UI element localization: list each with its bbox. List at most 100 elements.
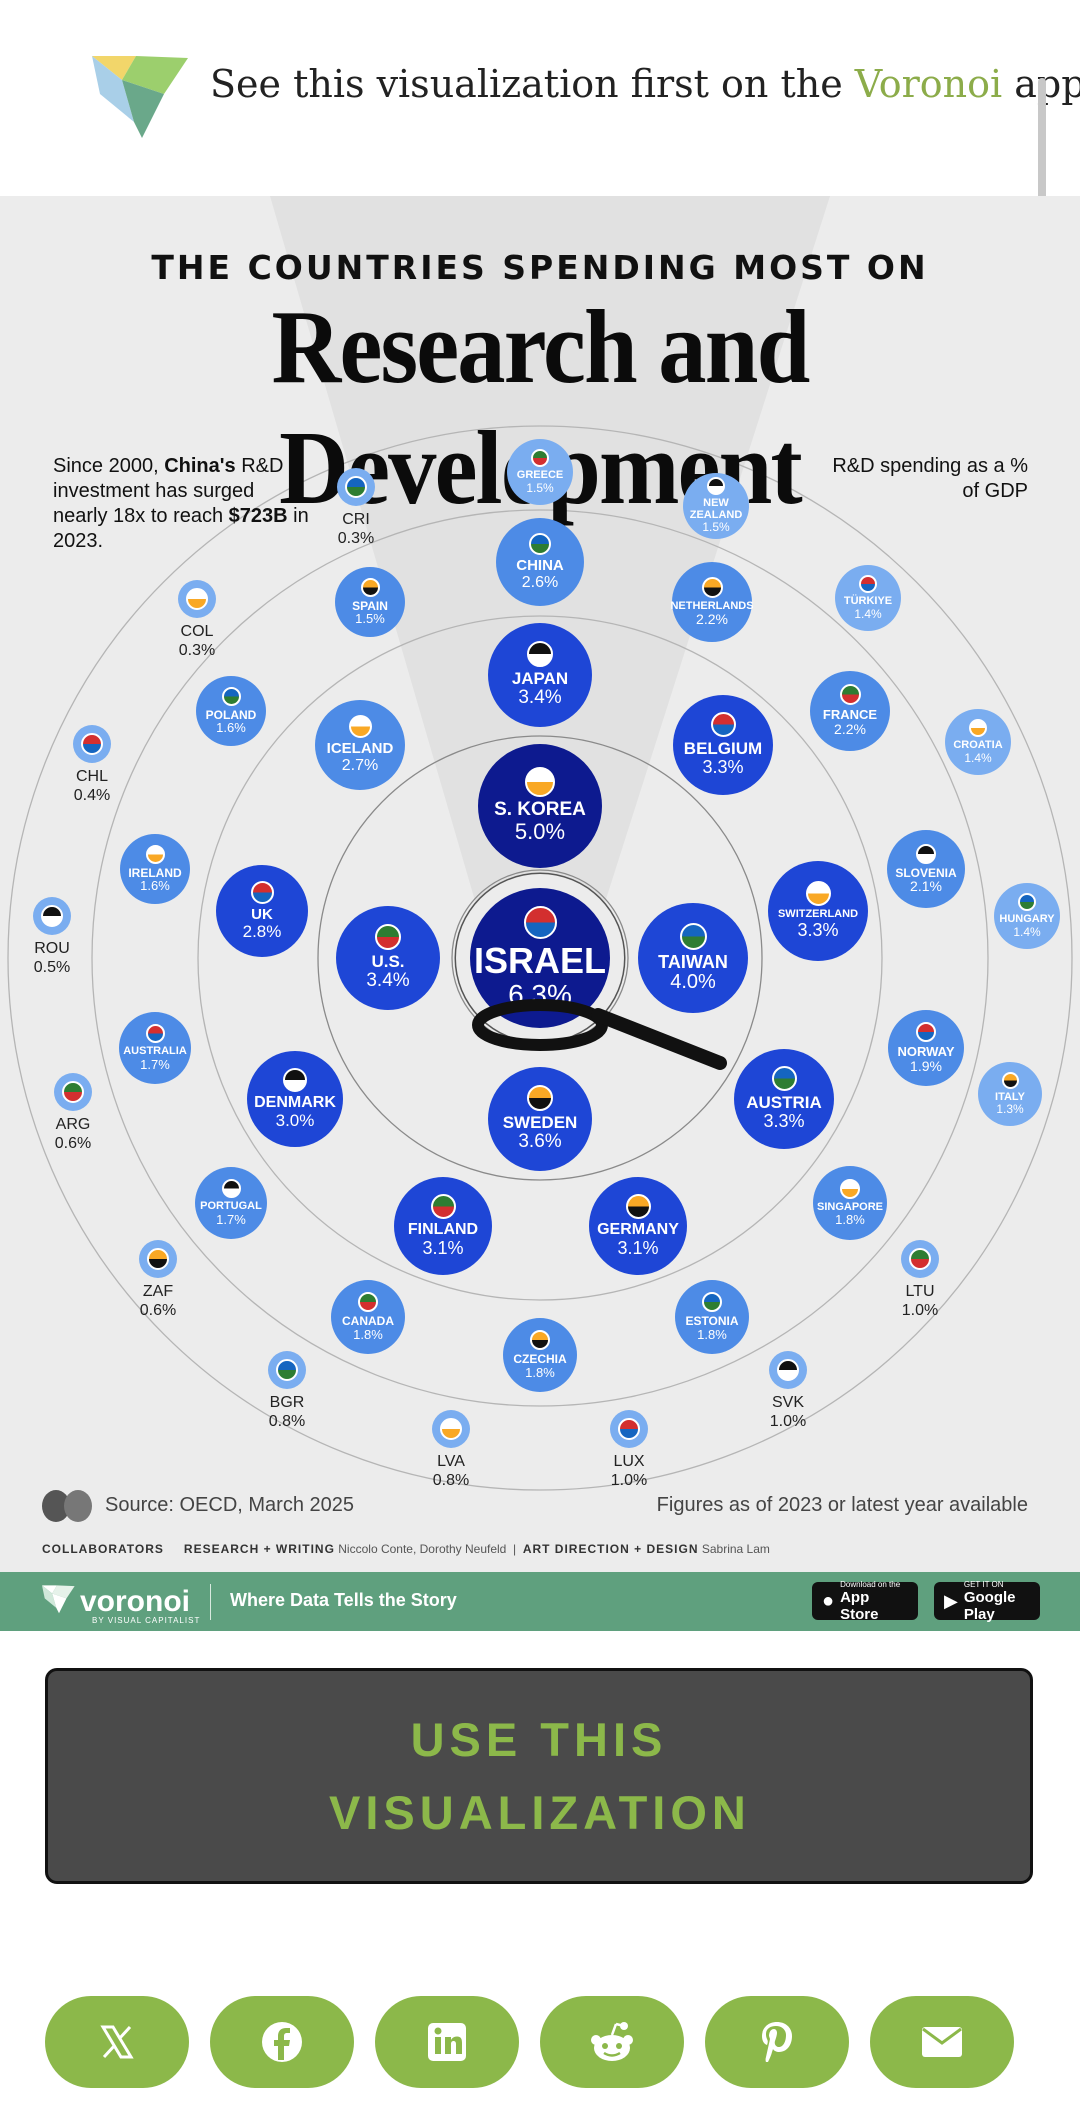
flag-cri-icon: [345, 476, 367, 498]
bubble-japan: JAPAN 3.4%: [488, 623, 592, 727]
share-reddit-button[interactable]: [540, 1996, 684, 2088]
bubble-taiwan: TAIWAN 4.0%: [638, 903, 748, 1013]
country-name: ISRAEL: [473, 939, 606, 981]
share-linkedin-button[interactable]: [375, 1996, 519, 2088]
country-name: UK: [251, 905, 273, 923]
country-value: 0.3%: [178, 642, 216, 659]
bubble-austria: AUSTRIA 3.3%: [734, 1049, 834, 1149]
country-value: 4.0%: [670, 971, 716, 994]
flag-taiwan-icon: [679, 922, 707, 950]
voronoi-footer-bar: voronoi BY VISUAL CAPITALIST Where Data …: [0, 1572, 1080, 1631]
small-country-label: CRI 0.3%: [338, 510, 374, 548]
country-value: 2.2%: [696, 611, 728, 628]
country-name: BELGIUM: [683, 739, 763, 759]
country-value: 3.6%: [518, 1130, 562, 1152]
country-value: 1.5%: [355, 611, 385, 627]
small-country-label: COL 0.3%: [179, 622, 215, 660]
figures-note: Figures as of 2023 or latest year availa…: [656, 1494, 1028, 1516]
small-country-label: LVA 0.8%: [433, 1452, 469, 1490]
share-facebook-button[interactable]: [210, 1996, 354, 2088]
flag-france-icon: [839, 684, 861, 706]
country-name: ESTONIA: [685, 1314, 739, 1329]
flag-austria-icon: [771, 1066, 797, 1092]
bubble-sweden: SWEDEN 3.6%: [488, 1067, 592, 1171]
country-name: SWITZERLAND: [777, 908, 859, 921]
country-value: 1.5%: [526, 480, 554, 495]
ring-2: [197, 615, 883, 1301]
ring-3: [91, 509, 989, 1407]
flag-zaf-icon: [147, 1248, 169, 1270]
flag-denmark-icon: [283, 1067, 307, 1092]
bubble-u-s: U.S. 3.4%: [336, 906, 440, 1010]
country-value: 1.5%: [702, 520, 730, 535]
country-value: 6.3%: [508, 978, 572, 1010]
country-name: SVK: [771, 1394, 804, 1411]
share-pinterest-button[interactable]: [705, 1996, 849, 2088]
country-name: ZAF: [142, 1283, 174, 1300]
use-visualization-label: USE THIS VISUALIZATION: [329, 1713, 751, 1839]
country-value: 1.9%: [910, 1057, 942, 1074]
share-x-button[interactable]: [45, 1996, 189, 2088]
google-play-icon: ▶: [944, 1590, 958, 1611]
flag-t-rkiye-icon: [859, 575, 877, 594]
country-value: 0.8%: [432, 1472, 470, 1489]
flag-belgium-icon: [710, 712, 736, 738]
flag-uk-icon: [250, 880, 274, 904]
google-play-badge[interactable]: ▶ GET IT ON Google Play: [934, 1580, 1040, 1623]
country-value: 0.3%: [337, 530, 375, 547]
country-value: 1.8%: [525, 1364, 555, 1380]
country-value: 1.6%: [216, 720, 246, 736]
bubble-greece: GREECE 1.5%: [507, 439, 573, 505]
country-value: 0.6%: [139, 1302, 177, 1319]
country-name: ITALY: [995, 1090, 1025, 1103]
use-visualization-button[interactable]: USE THIS VISUALIZATION: [45, 1668, 1033, 1884]
x-icon: [100, 2025, 134, 2059]
country-value: 3.3%: [797, 919, 839, 940]
country-value: 2.7%: [341, 757, 379, 775]
bubble-denmark: DENMARK 3.0%: [247, 1051, 343, 1147]
country-name: CANADA: [342, 1314, 394, 1329]
voronoi-app-link[interactable]: Voronoi: [854, 62, 1003, 106]
small-country-label: LUX 1.0%: [611, 1452, 647, 1490]
flag-slovenia-icon: [916, 843, 936, 864]
flag-singapore-icon: [840, 1178, 860, 1199]
footer-brand: voronoi: [80, 1585, 190, 1618]
country-value: 2.8%: [242, 921, 282, 941]
share-email-button[interactable]: [870, 1996, 1014, 2088]
flag-chl-icon: [81, 733, 103, 755]
bubble-svk: [769, 1351, 807, 1389]
country-name: CROATIA: [953, 739, 1003, 752]
bubble-czechia: CZECHIA 1.8%: [503, 1318, 577, 1392]
country-name: SLOVENIA: [895, 865, 957, 880]
voronoi-footer-logo-icon: [42, 1585, 75, 1614]
country-value: 3.1%: [422, 1237, 464, 1258]
flag-netherlands-icon: [701, 576, 723, 598]
bubble-china: CHINA 2.6%: [496, 518, 584, 606]
bubble-slovenia: SLOVENIA 2.1%: [887, 830, 965, 908]
country-value: 1.6%: [140, 878, 170, 894]
app-store-badge[interactable]: ● Download on the App Store: [812, 1580, 918, 1623]
ring-1: [317, 735, 763, 1181]
flag-czechia-icon: [530, 1330, 550, 1351]
country-value: 0.8%: [268, 1413, 306, 1430]
bubble-estonia: ESTONIA 1.8%: [675, 1280, 749, 1354]
facebook-icon: [262, 2022, 302, 2062]
country-value: 3.4%: [366, 969, 410, 991]
china-note: Since 2000, China's R&D investment has s…: [53, 455, 309, 552]
bubble-chl: [73, 725, 111, 763]
country-name: POLAND: [205, 707, 257, 722]
country-value: 1.8%: [353, 1326, 383, 1342]
flag-rou-icon: [41, 905, 63, 927]
country-value: 1.4%: [1013, 924, 1041, 939]
source-text: Source: OECD, March 2025: [105, 1494, 354, 1516]
country-name: AUSTRALIA: [123, 1045, 187, 1058]
flag-new-zealand-icon: [707, 477, 725, 496]
bubble-israel: ISRAEL 6.3%: [470, 888, 610, 1028]
country-name: AUSTRIA: [746, 1093, 822, 1113]
bubble-hungary: HUNGARY 1.4%: [994, 883, 1060, 949]
pinterest-icon: [762, 2022, 792, 2062]
small-country-label: BGR 0.8%: [269, 1393, 305, 1431]
bubble-netherlands: NETHERLANDS 2.2%: [670, 562, 754, 642]
country-value: 1.7%: [216, 1211, 246, 1227]
country-value: 5.0%: [514, 819, 566, 845]
